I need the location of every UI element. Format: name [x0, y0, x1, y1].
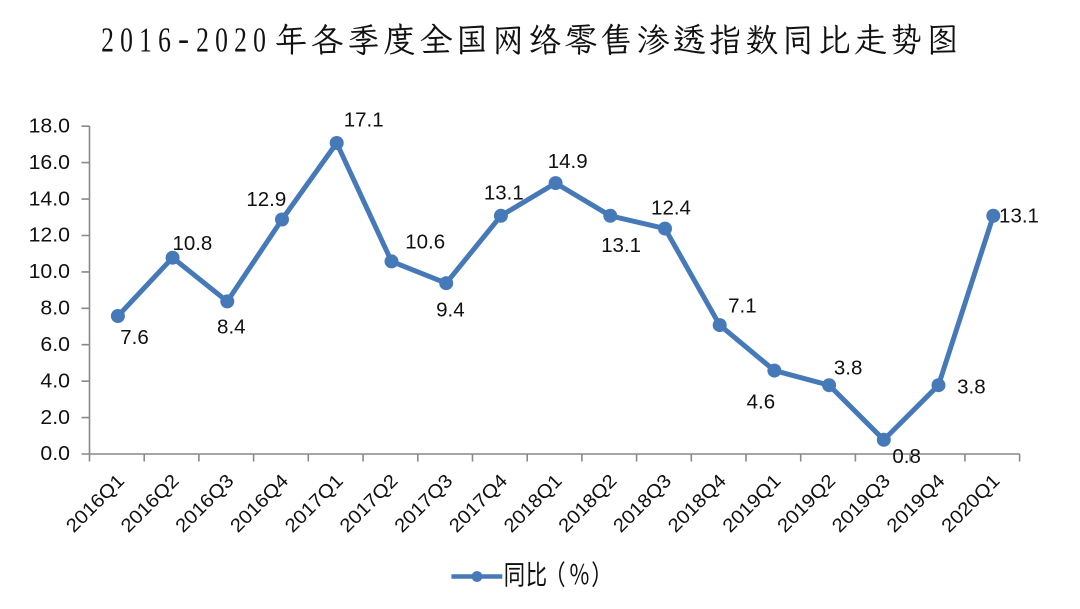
svg-text:0: 0: [120, 21, 133, 60]
svg-text:14.0: 14.0: [29, 188, 70, 210]
svg-text:10.6: 10.6: [405, 230, 445, 253]
svg-text:3.8: 3.8: [957, 375, 986, 398]
svg-text:12.0: 12.0: [29, 225, 70, 247]
svg-text:4.6: 4.6: [747, 390, 776, 413]
svg-text:7.6: 7.6: [120, 326, 149, 349]
svg-text:17.1: 17.1: [344, 108, 384, 131]
svg-text:2: 2: [101, 21, 114, 60]
svg-text:8.4: 8.4: [217, 316, 246, 339]
svg-text:10.8: 10.8: [172, 232, 212, 255]
svg-text:18.0: 18.0: [29, 115, 70, 137]
svg-text:6.0: 6.0: [40, 334, 70, 356]
svg-text:0: 0: [253, 21, 266, 60]
svg-text:13.1: 13.1: [601, 234, 641, 257]
svg-text:0.0: 0.0: [40, 443, 70, 465]
svg-text:13.1: 13.1: [484, 181, 524, 204]
svg-text:1: 1: [139, 21, 152, 60]
svg-text:13.1: 13.1: [999, 205, 1039, 228]
svg-text:12.4: 12.4: [651, 196, 691, 219]
svg-text:2: 2: [234, 21, 247, 60]
svg-text:0.8: 0.8: [892, 445, 921, 468]
svg-text:7.1: 7.1: [728, 294, 757, 317]
svg-text:2.0: 2.0: [40, 407, 70, 429]
svg-text:4.0: 4.0: [40, 370, 70, 392]
svg-text:-: -: [178, 20, 189, 58]
svg-text:12.9: 12.9: [246, 188, 286, 211]
svg-text:0: 0: [215, 21, 228, 60]
svg-text:8.0: 8.0: [40, 298, 70, 320]
svg-text:2: 2: [196, 21, 209, 60]
svg-text:10.0: 10.0: [29, 261, 70, 283]
svg-text:3.8: 3.8: [834, 357, 863, 380]
svg-text:6: 6: [158, 21, 171, 60]
svg-text:9.4: 9.4: [436, 299, 465, 322]
svg-text:16.0: 16.0: [29, 152, 70, 174]
svg-text:14.9: 14.9: [548, 150, 588, 173]
